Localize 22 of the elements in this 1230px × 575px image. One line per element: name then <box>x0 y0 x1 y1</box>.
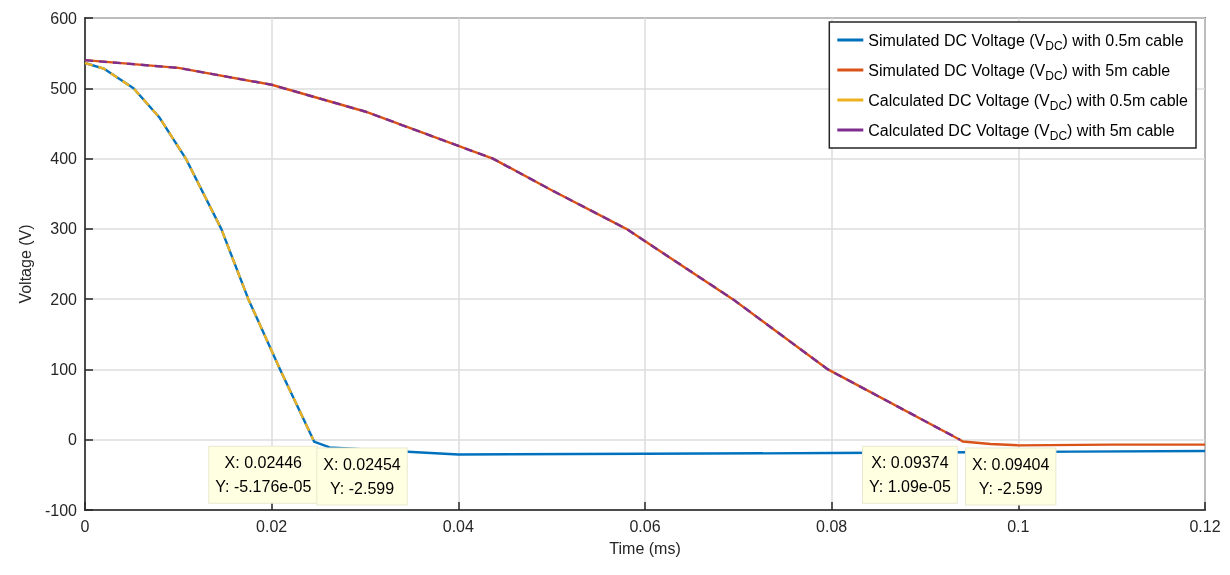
x-tick-label: 0 <box>80 517 90 535</box>
x-tick-label: 0.04 <box>442 517 475 535</box>
line-series <box>83 61 315 441</box>
annotation: X: 0.02446 Y: -5.176e-05 <box>215 454 312 496</box>
y-tick-label: 400 <box>50 150 78 168</box>
x-tick-label: 0.02 <box>256 517 288 535</box>
annotation: X: 0.09374 Y: 1.09e-05 <box>868 454 951 496</box>
y-tick-label: 500 <box>50 79 78 97</box>
y-axis-title: Voltage (V) <box>16 224 34 304</box>
y-tick-label: 100 <box>50 360 78 378</box>
y-tick-label: 200 <box>50 290 78 308</box>
x-tick-label: 0.08 <box>816 517 848 535</box>
y-tick-label: 600 <box>50 9 78 27</box>
annotation: X: 0.09404 Y: -2.599 <box>972 456 1050 498</box>
x-tick-label: 0.12 <box>1189 517 1221 535</box>
annotation: X: 0.02454 Y: -2.599 <box>323 456 401 498</box>
x-tick-label: 0.1 <box>1007 517 1030 535</box>
x-axis-title: Time (ms) <box>609 539 681 557</box>
y-tick-label: -100 <box>44 501 78 519</box>
y-tick-label: 0 <box>68 431 78 449</box>
y-tick-label: 300 <box>50 220 78 238</box>
x-tick-label: 0.06 <box>629 517 661 535</box>
